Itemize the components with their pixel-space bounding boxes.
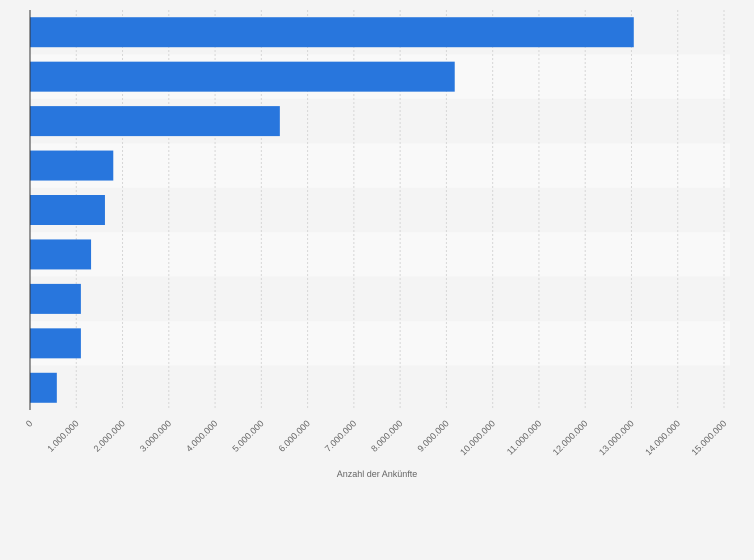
bar[interactable] bbox=[30, 61, 455, 92]
grid-lines bbox=[75, 10, 725, 410]
x-tick-label: 10.000.000 bbox=[458, 418, 497, 457]
x-tick-label: 1.000.000 bbox=[45, 418, 80, 453]
x-tick-label: 7.000.000 bbox=[323, 418, 358, 453]
x-tick-label: 3.000.000 bbox=[138, 418, 173, 453]
bar[interactable] bbox=[30, 239, 92, 270]
x-axis-title: Anzahl der Ankünfte bbox=[337, 469, 418, 479]
bars bbox=[30, 17, 634, 403]
x-tick-label: 0 bbox=[24, 418, 35, 429]
x-tick-label: 15.000.000 bbox=[689, 418, 728, 457]
x-tick-label: 6.000.000 bbox=[277, 418, 312, 453]
row-band bbox=[30, 365, 730, 410]
x-tick-label: 9.000.000 bbox=[415, 418, 450, 453]
bar[interactable] bbox=[30, 17, 634, 48]
bar[interactable] bbox=[30, 328, 81, 359]
bar[interactable] bbox=[30, 283, 81, 314]
row-bands bbox=[30, 10, 730, 410]
row-band bbox=[30, 276, 730, 322]
x-tick-label: 11.000.000 bbox=[505, 418, 543, 456]
x-tick-label: 4.000.000 bbox=[184, 418, 219, 453]
x-tick-label: 14.000.000 bbox=[643, 418, 682, 457]
x-tick-label: 12.000.000 bbox=[551, 418, 590, 457]
bar[interactable] bbox=[30, 372, 57, 403]
row-band bbox=[30, 143, 730, 188]
row-band bbox=[30, 187, 730, 233]
bar[interactable] bbox=[30, 195, 105, 225]
row-band bbox=[30, 321, 730, 366]
x-tick-label: 5.000.000 bbox=[230, 418, 265, 453]
x-axis-tick-labels: 0 1.000.000 2.000.000 3.000.000 4.000.000 5.0… bbox=[24, 418, 729, 457]
x-tick-label: 8.000.000 bbox=[369, 418, 404, 453]
row-band bbox=[30, 232, 730, 277]
x-tick-label: 13.000.000 bbox=[597, 418, 636, 457]
bar[interactable] bbox=[30, 106, 280, 137]
bar[interactable] bbox=[30, 150, 114, 181]
x-tick-label: 2.000.000 bbox=[92, 418, 127, 453]
